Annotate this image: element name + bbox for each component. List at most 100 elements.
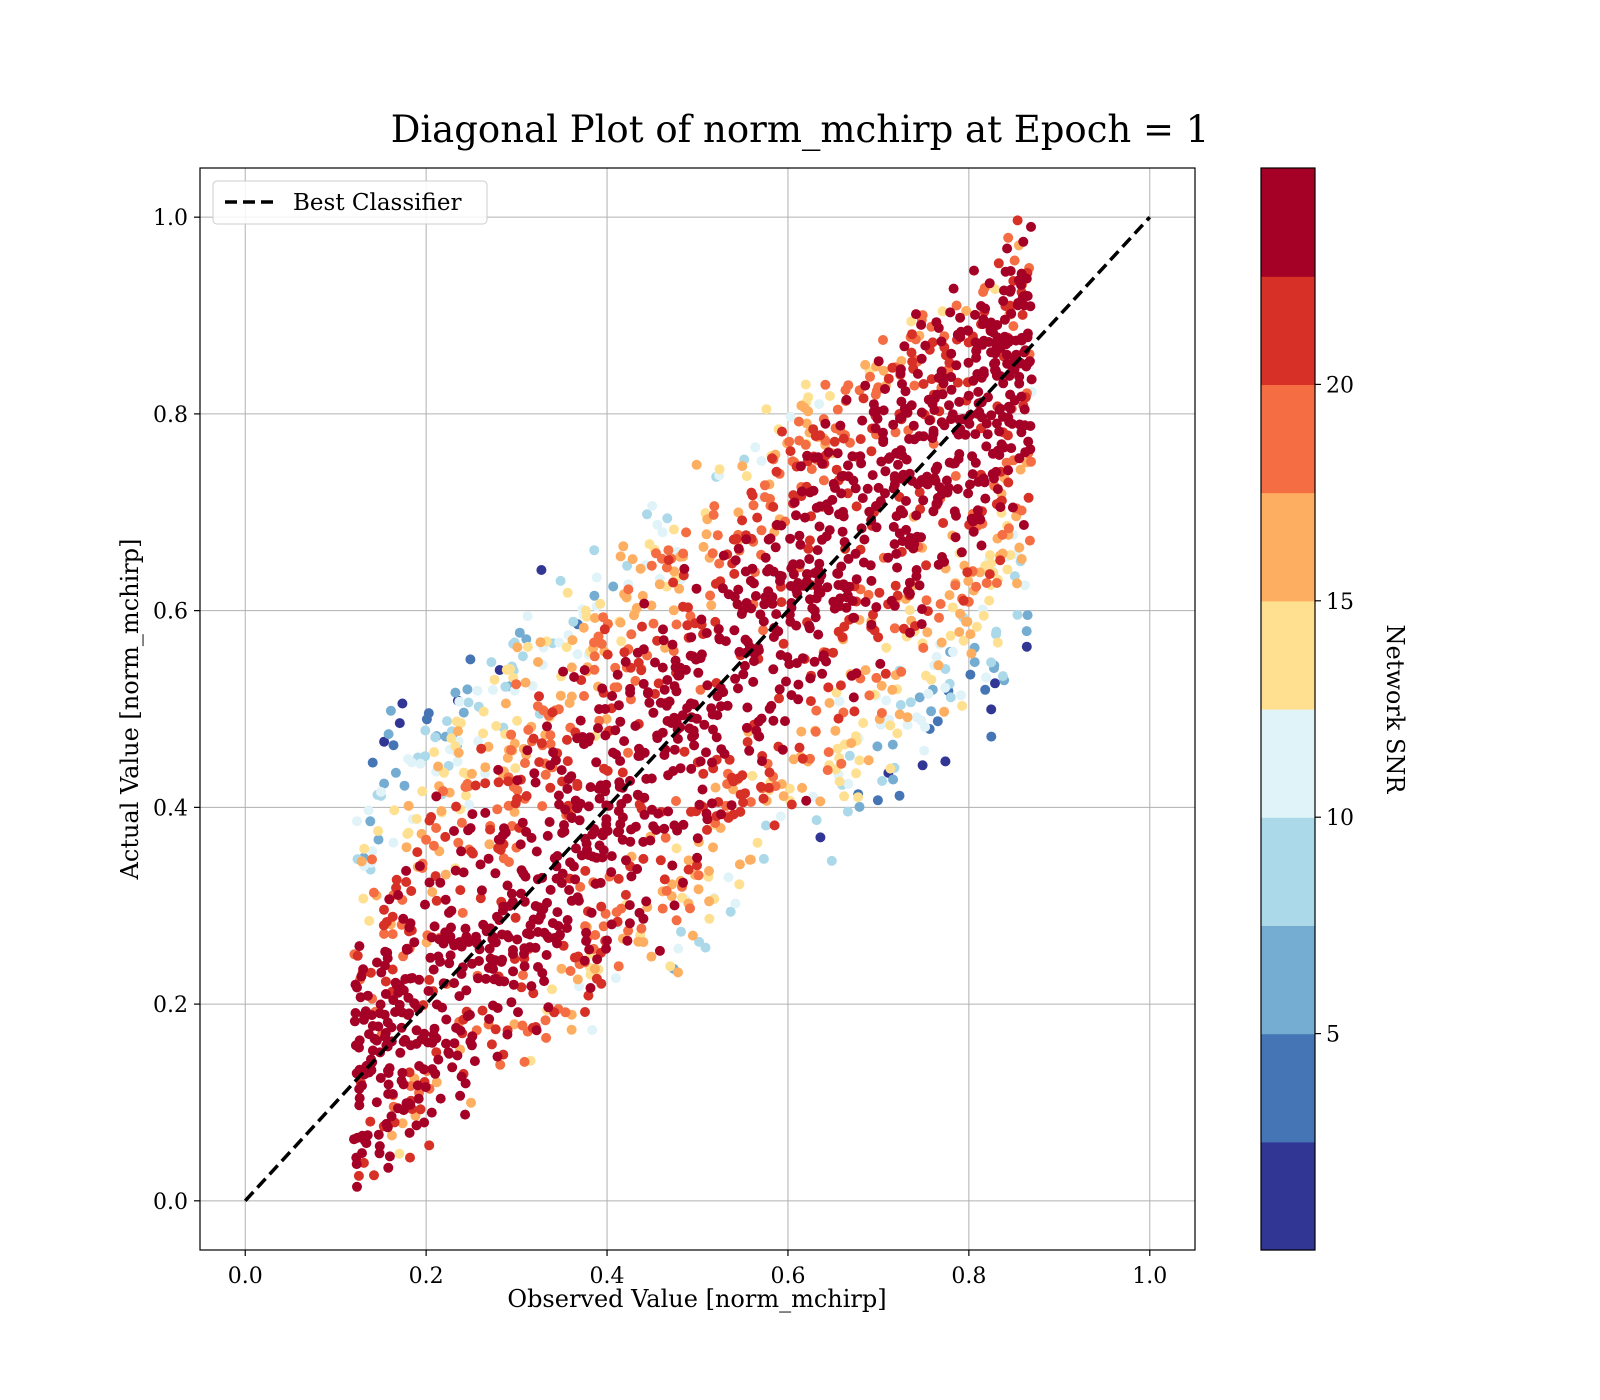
scatter-point xyxy=(560,804,571,815)
scatter-point xyxy=(351,1159,362,1170)
scatter-point xyxy=(1019,404,1030,415)
scatter-point xyxy=(650,657,660,668)
scatter-point xyxy=(843,778,854,789)
scatter-point xyxy=(918,495,929,506)
scatter-point xyxy=(1018,236,1029,247)
scatter-point xyxy=(358,893,369,904)
scatter-point xyxy=(665,961,676,972)
scatter-point xyxy=(651,548,661,559)
scatter-point xyxy=(638,913,649,924)
scatter-point xyxy=(1002,358,1013,369)
scatter-point xyxy=(815,430,826,441)
scatter-point xyxy=(880,384,890,394)
scatter-point xyxy=(909,380,920,391)
scatter-point xyxy=(458,767,469,778)
scatter-point xyxy=(980,303,991,314)
scatter-point xyxy=(613,700,624,711)
scatter-point xyxy=(585,983,596,993)
scatter-point xyxy=(884,452,895,463)
scatter-point xyxy=(685,698,696,709)
scatter-point xyxy=(418,1064,429,1075)
scatter-point xyxy=(894,528,905,539)
scatter-point xyxy=(634,743,644,754)
scatter-point xyxy=(579,691,589,701)
scatter-point xyxy=(950,471,961,481)
scatter-point xyxy=(378,920,389,931)
scatter-point xyxy=(797,782,808,793)
scatter-point xyxy=(914,692,925,703)
scatter-point xyxy=(530,942,541,953)
scatter-point xyxy=(671,686,682,697)
scatter-point xyxy=(567,635,578,646)
scatter-point xyxy=(486,657,497,668)
scatter-point xyxy=(615,617,626,628)
scatter-point xyxy=(657,662,668,673)
scatter-point xyxy=(668,524,679,535)
scatter-point xyxy=(424,1140,435,1151)
scatter-point xyxy=(741,598,752,608)
scatter-point xyxy=(914,487,925,498)
scatter-point xyxy=(1006,443,1017,454)
scatter-point xyxy=(405,1099,416,1110)
scatter-point xyxy=(860,380,871,391)
chart-title: Diagonal Plot of norm_mchirp at Epoch = … xyxy=(391,108,1210,152)
scatter-point xyxy=(902,712,913,723)
scatter-point xyxy=(617,812,628,823)
scatter-point xyxy=(461,931,472,942)
scatter-point xyxy=(602,765,613,776)
scatter-point xyxy=(708,842,718,853)
scatter-point xyxy=(566,895,577,906)
scatter-point xyxy=(639,598,650,609)
scatter-point xyxy=(891,511,902,522)
scatter-point xyxy=(982,429,993,440)
scatter-point xyxy=(807,603,818,614)
scatter-point xyxy=(542,830,553,841)
scatter-point xyxy=(403,1010,413,1020)
scatter-point xyxy=(866,575,877,586)
scatter-point xyxy=(835,420,846,431)
scatter-point xyxy=(562,923,572,933)
scatter-point xyxy=(380,976,391,987)
scatter-point xyxy=(763,782,774,793)
scatter-point xyxy=(992,484,1003,495)
scatter-point xyxy=(768,501,779,512)
scatter-point xyxy=(968,375,979,386)
scatter-point xyxy=(805,673,816,684)
scatter-point xyxy=(423,986,434,996)
scatter-point xyxy=(530,777,541,788)
scatter-point xyxy=(918,379,929,389)
scatter-point xyxy=(945,692,956,703)
scatter-point xyxy=(586,907,597,918)
scatter-point xyxy=(626,629,637,640)
scatter-point xyxy=(480,762,491,773)
scatter-point xyxy=(354,941,365,952)
scatter-point xyxy=(350,1008,361,1018)
scatter-point xyxy=(517,1020,528,1031)
scatter-point xyxy=(451,801,462,812)
scatter-point xyxy=(454,991,465,1002)
scatter-point xyxy=(948,283,959,294)
scatter-point xyxy=(517,817,528,828)
scatter-point xyxy=(349,1134,359,1145)
scatter-point xyxy=(581,611,592,622)
scatter-point xyxy=(740,788,751,799)
scatter-point xyxy=(994,426,1005,437)
scatter-point xyxy=(704,866,714,876)
scatter-point xyxy=(931,317,942,328)
scatter-point xyxy=(358,1014,369,1025)
scatter-point xyxy=(451,1022,462,1033)
scatter-point xyxy=(587,1025,598,1035)
scatter-point xyxy=(480,807,491,818)
scatter-point xyxy=(422,1037,433,1048)
scatter-point xyxy=(822,765,833,776)
scatter-point xyxy=(730,898,741,909)
scatter-point xyxy=(539,976,550,987)
scatter-point xyxy=(1014,542,1025,553)
scatter-point xyxy=(533,657,543,667)
scatter-point xyxy=(848,475,859,486)
scatter-point xyxy=(832,743,843,754)
scatter-point xyxy=(531,1025,542,1036)
scatter-point xyxy=(966,648,977,659)
scatter-point xyxy=(978,473,989,484)
scatter-point xyxy=(420,725,431,736)
